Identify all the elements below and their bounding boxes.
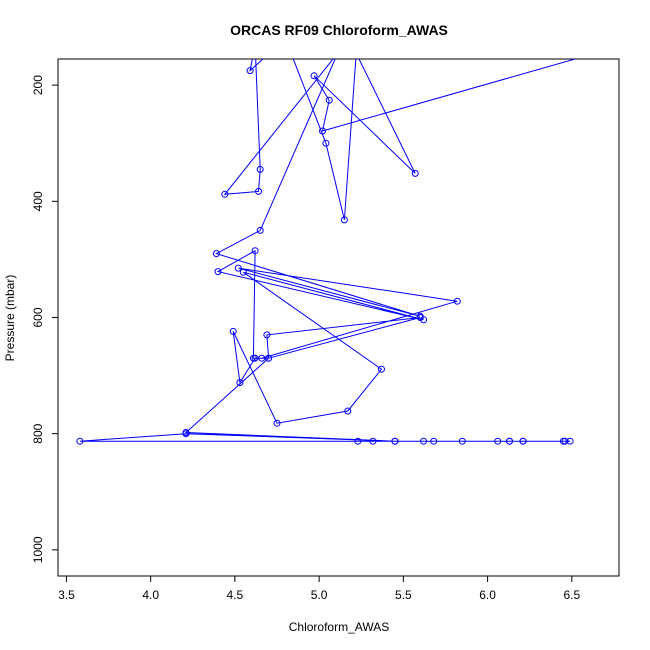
data-point	[335, 50, 341, 56]
x-tick-label: 3.5	[58, 588, 75, 602]
data-point	[430, 437, 438, 445]
data-point	[322, 139, 330, 147]
x-tick-label: 6.5	[563, 588, 580, 602]
data-point	[340, 216, 348, 224]
data-point	[234, 264, 242, 272]
data-point	[229, 327, 237, 335]
data-point	[273, 419, 281, 427]
data-point	[453, 297, 461, 305]
y-axis-label: Pressure (mbar)	[3, 275, 17, 362]
data-point	[310, 72, 318, 80]
data-point	[519, 437, 527, 445]
chart-title: ORCAS RF09 Chloroform_AWAS	[230, 22, 448, 38]
plot-area	[76, 42, 609, 445]
data-point	[559, 437, 567, 445]
y-tick-label: 600	[31, 307, 45, 327]
data-point	[239, 268, 247, 276]
data-point	[221, 190, 229, 198]
data-point	[182, 430, 190, 438]
x-tick-label: 6.0	[479, 588, 496, 602]
y-tick-label: 800	[31, 423, 45, 443]
data-point	[265, 354, 273, 362]
x-tick-label: 4.0	[142, 588, 159, 602]
data-point	[252, 42, 258, 48]
data-point	[255, 187, 262, 195]
data-point	[391, 437, 399, 445]
data-point	[369, 437, 377, 445]
data-point	[603, 47, 609, 53]
x-axis-label: Chloroform_AWAS	[289, 620, 389, 634]
data-point	[325, 96, 333, 104]
series-line	[79, 59, 577, 442]
y-tick-label: 400	[31, 191, 45, 211]
data-point	[263, 331, 271, 339]
x-axis: 3.5 4.0 4.5 5.0 5.5 6.0 6.5	[58, 575, 580, 602]
data-point	[258, 354, 266, 362]
data-point	[319, 127, 326, 135]
data-point	[566, 437, 574, 445]
data-point	[212, 250, 220, 258]
x-tick-label: 5.0	[311, 588, 328, 602]
data-point	[354, 437, 362, 445]
x-tick-label: 5.5	[395, 588, 412, 602]
x-tick-label: 4.5	[227, 588, 244, 602]
data-point	[458, 437, 466, 445]
data-point	[378, 365, 385, 373]
data-point	[76, 437, 84, 445]
data-point	[494, 437, 502, 445]
plot-frame	[57, 58, 620, 577]
y-axis: 200 400 600 800 1000	[31, 75, 59, 563]
y-tick-label: 1000	[31, 536, 45, 563]
data-point	[246, 67, 254, 75]
data-point	[256, 226, 264, 234]
data-point	[251, 247, 259, 255]
data-point	[506, 437, 513, 445]
data-point	[251, 354, 259, 362]
data-point	[420, 437, 428, 445]
data-point	[411, 169, 419, 177]
data-point	[236, 379, 244, 387]
data-point	[416, 314, 424, 321]
data-point	[256, 165, 264, 173]
data-point	[353, 50, 359, 56]
data-point	[344, 407, 352, 415]
data-point	[214, 268, 222, 276]
y-tick-label: 200	[31, 75, 45, 95]
